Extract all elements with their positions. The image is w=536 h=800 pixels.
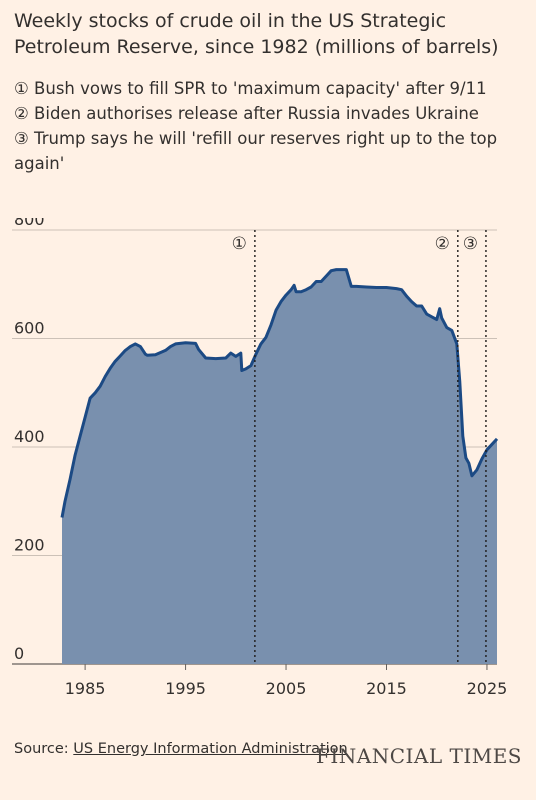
annotation-marker-1: ① bbox=[232, 234, 247, 254]
y-tick-label-800: 800 bbox=[14, 218, 45, 229]
note-2-text: Biden authorises release after Russia in… bbox=[34, 104, 479, 123]
chart-title: Weekly stocks of crude oil in the US Str… bbox=[14, 10, 499, 58]
stock-area bbox=[62, 269, 497, 664]
y-tick-label-0: 0 bbox=[14, 644, 24, 663]
x-tick-label-1985: 1985 bbox=[65, 679, 106, 698]
annotation-marker-3: ③ bbox=[463, 234, 478, 254]
note-3-marker: ③ bbox=[14, 129, 29, 148]
spr-stock-chart: 0 200 400 600 800 1985 1995 2005 2015 2025 ① ② ③ bbox=[12, 218, 508, 698]
note-3-text: Trump says he will 'refill our reserves … bbox=[14, 129, 498, 173]
source-note: Source: US Energy Information Administra… bbox=[14, 739, 348, 759]
note-1-text: Bush vows to fill SPR to 'maximum capaci… bbox=[34, 79, 487, 98]
stock-line bbox=[60, 268, 499, 518]
x-tick-label-2005: 2005 bbox=[266, 679, 307, 698]
source-link[interactable]: US Energy Information Administration bbox=[73, 741, 348, 757]
y-tick-label-600: 600 bbox=[14, 319, 45, 338]
note-1-marker: ① bbox=[14, 79, 29, 98]
y-tick-label-200: 200 bbox=[14, 536, 45, 555]
ft-logo: FINANCIAL TIMES bbox=[315, 744, 522, 768]
note-2: ② Biden authorises release after Russia … bbox=[14, 101, 524, 126]
note-3: ③ Trump says he will 'refill our reserve… bbox=[14, 126, 524, 176]
y-tick-label-400: 400 bbox=[14, 427, 45, 446]
annotation-notes: ① Bush vows to fill SPR to 'maximum capa… bbox=[14, 76, 524, 176]
annotation-marker-2: ② bbox=[435, 234, 450, 254]
x-tick-label-1995: 1995 bbox=[165, 679, 206, 698]
x-tick-label-2025: 2025 bbox=[467, 679, 508, 698]
note-2-marker: ② bbox=[14, 104, 29, 123]
note-1: ① Bush vows to fill SPR to 'maximum capa… bbox=[14, 76, 524, 101]
source-prefix: Source: bbox=[14, 741, 74, 757]
x-tick-label-2015: 2015 bbox=[366, 679, 407, 698]
